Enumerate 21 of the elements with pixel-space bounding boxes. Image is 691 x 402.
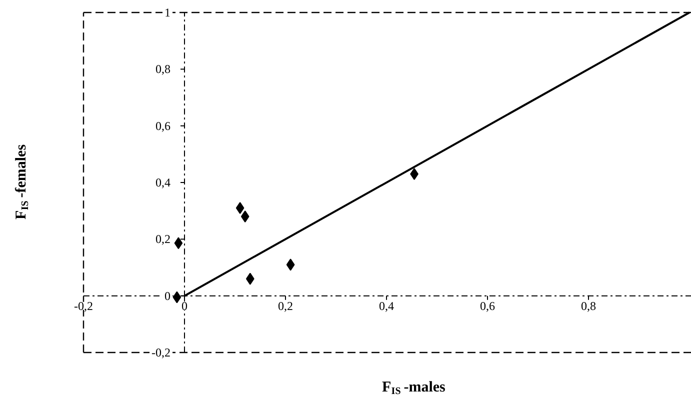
x-tick-label: 0,2: [278, 298, 293, 313]
point: [286, 258, 295, 271]
y-axis-title: FIS-females: [14, 144, 31, 220]
y-tick-label: 0,6: [156, 118, 170, 133]
y-tick-label: 0,2: [156, 232, 170, 246]
x-tick-label: 0,4: [379, 298, 394, 313]
point: [410, 168, 418, 180]
point: [246, 272, 254, 285]
y-tick-label: 0: [164, 288, 170, 303]
y-tick-label: 0,4: [156, 176, 170, 190]
x-tick-label: -0,2: [74, 298, 93, 313]
x-tick-label: 0,6: [480, 298, 495, 313]
point: [174, 237, 183, 250]
point: [240, 210, 250, 222]
point: [236, 202, 244, 214]
y-tick-label: -0,2: [152, 346, 171, 360]
x-tick-label: 0,8: [581, 298, 596, 313]
point: [172, 291, 182, 304]
x-tick-label: 0: [182, 298, 188, 313]
y-tick-label: 0,8: [156, 62, 170, 76]
y-tick-label: 1: [164, 6, 170, 20]
